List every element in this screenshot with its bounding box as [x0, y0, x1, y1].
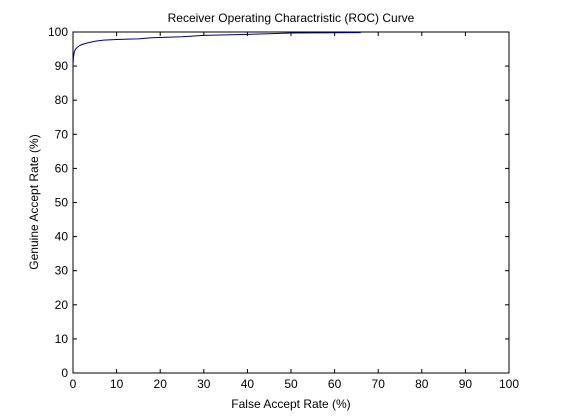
chart-title: Receiver Operating Charactristic (ROC) C… — [168, 11, 415, 25]
series-group — [72, 32, 361, 67]
y-tick-label-6: 60 — [55, 161, 69, 175]
x-tick-label-9: 90 — [459, 377, 473, 391]
x-tick-label-7: 70 — [372, 377, 386, 391]
x-tick-label-4: 40 — [241, 377, 255, 391]
y-tick-label-4: 40 — [55, 230, 69, 244]
y-tick-label-1: 10 — [55, 332, 69, 346]
y-tick-label-5: 50 — [55, 196, 69, 210]
axis-tick-labels: 0 10 20 30 40 50 60 70 80 90 100 0 10 20 30 40 50 60 70 80 9… — [48, 25, 519, 391]
x-tick-label-10: 100 — [499, 377, 519, 391]
plot-area — [72, 31, 510, 374]
y-tick-label-3: 30 — [55, 264, 69, 278]
x-axis-label: False Accept Rate (%) — [231, 397, 350, 411]
x-tick-label-0: 0 — [70, 377, 77, 391]
x-tick-label-6: 60 — [328, 377, 342, 391]
y-tick-label-8: 80 — [55, 93, 69, 107]
x-tick-label-1: 10 — [110, 377, 124, 391]
x-tick-label-8: 80 — [415, 377, 429, 391]
y-tick-label-7: 70 — [55, 127, 69, 141]
y-tick-label-10: 100 — [48, 25, 68, 39]
x-tick-label-2: 20 — [154, 377, 168, 391]
roc-curve-line-0 — [72, 32, 361, 67]
x-tick-label-5: 50 — [284, 377, 298, 391]
y-tick-label-0: 0 — [61, 366, 68, 380]
x-tick-label-3: 30 — [197, 377, 211, 391]
y-tick-label-9: 90 — [55, 59, 69, 73]
y-axis-label: Genuine Accept Rate (%) — [27, 134, 41, 269]
y-tick-label-2: 20 — [55, 298, 69, 312]
